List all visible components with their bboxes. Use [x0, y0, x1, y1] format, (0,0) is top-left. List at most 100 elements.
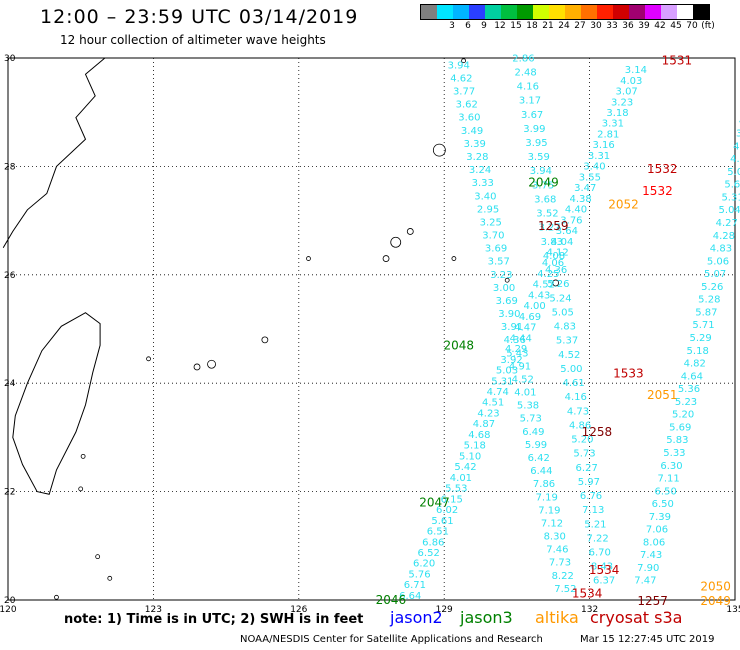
- swh-value: 5.37: [556, 336, 578, 347]
- swh-value: 4.44: [510, 333, 532, 344]
- island-outline: [193, 363, 201, 371]
- swh-value: 3.94: [530, 166, 552, 177]
- satellite-cryosat-s3a: cryosat s3a: [590, 608, 683, 627]
- note-text: note: 1) Time is in UTC; 2) SWH is in fe…: [64, 612, 364, 627]
- swh-value: 3.91: [501, 322, 523, 333]
- lon-tick-label: 120: [0, 605, 17, 615]
- legend-swatch: [437, 5, 453, 19]
- pass-time-label: 2049: [700, 594, 731, 608]
- lon-tick-label: 126: [290, 605, 307, 615]
- swh-value: 4.68: [468, 430, 490, 441]
- swh-value: 4.62: [450, 73, 472, 84]
- lat-tick-label: 20: [4, 596, 16, 606]
- swh-value: 4.01: [514, 388, 536, 399]
- swh-value: 3.00: [493, 283, 515, 294]
- legend-swatch: [661, 5, 677, 19]
- swh-value: 4.69: [519, 312, 541, 323]
- swh-value: 4.17: [730, 154, 740, 165]
- legend-swatch: [565, 5, 581, 19]
- island-outline: [95, 554, 101, 560]
- pass-time-label: 2052: [608, 197, 639, 211]
- swh-value: 4.47: [514, 323, 536, 334]
- legend-label: 15: [510, 21, 522, 31]
- legend-swatch: [453, 5, 469, 19]
- swh-value: 3.18: [606, 108, 628, 119]
- swh-value: 3.64: [556, 226, 578, 237]
- swh-value: 6.64: [399, 591, 421, 602]
- swh-value: 6.20: [413, 559, 435, 570]
- swh-value: 4.58: [733, 141, 740, 152]
- swh-value: 7.11: [657, 474, 679, 485]
- swh-value: 5.18: [464, 441, 486, 452]
- swh-value: 3.49: [461, 126, 483, 137]
- swh-value: 3.57: [488, 257, 510, 268]
- island-outline: [390, 236, 402, 248]
- swh-value: 5.53: [445, 484, 467, 495]
- swh-value: 5.20: [672, 410, 694, 421]
- legend-swatch: [533, 5, 549, 19]
- island-outline: [78, 486, 84, 492]
- pass-time-label: 1534: [589, 563, 620, 577]
- swh-value: 3.23: [490, 270, 512, 281]
- legend-swatch: [629, 5, 645, 19]
- island-outline: [406, 228, 414, 235]
- map-title: 12:00 – 23:59 UTC 03/14/2019: [40, 6, 359, 28]
- legend-swatch: [597, 5, 613, 19]
- swh-value: 3.16: [593, 140, 615, 151]
- swh-value: 5.00: [560, 364, 582, 375]
- island-outline: [54, 594, 59, 600]
- swh-value: 6.71: [404, 580, 426, 591]
- swh-value: 5.36: [678, 384, 700, 395]
- swh-value: 4.52: [512, 374, 534, 385]
- lat-tick-label: 30: [4, 54, 16, 64]
- swh-value: 3.60: [458, 113, 480, 124]
- pass-time-label: 1257: [637, 594, 668, 608]
- swh-value: 4.03: [620, 76, 642, 87]
- swh-value: 4.25: [537, 269, 559, 280]
- legend-swatch: [549, 5, 565, 19]
- swh-value: 4.82: [684, 359, 706, 370]
- lat-tick-label: 28: [4, 162, 16, 172]
- swh-value: 3.70: [482, 231, 504, 242]
- swh-value: 6.76: [580, 491, 602, 502]
- legend-label: 6: [465, 21, 471, 31]
- pass-time-label: 2049: [528, 176, 559, 190]
- island-outline: [207, 359, 216, 369]
- pass-time-label: 2051: [647, 388, 678, 402]
- swh-value: 3.69: [496, 296, 518, 307]
- swh-value: 6.15: [441, 494, 463, 505]
- swh-value: 7.73: [549, 558, 571, 569]
- swh-value: 3.92: [500, 355, 522, 366]
- legend-labels: 3 6 9 12 15 18 21 24 27 30 33 36 39 42 45 70 (ft): [420, 20, 715, 32]
- swh-value: 4.51: [482, 398, 504, 409]
- swh-value: 6.42: [528, 453, 550, 464]
- map-frame: [7, 57, 736, 601]
- swh-value: 5.18: [687, 346, 709, 357]
- legend-label: 3: [449, 21, 455, 31]
- swh-value: 3.95: [525, 138, 547, 149]
- swh-value: 3.90: [498, 309, 520, 320]
- swh-value: 4.29: [505, 344, 527, 355]
- swh-value: 5.09: [727, 167, 740, 178]
- swh-value: 5.38: [517, 401, 539, 412]
- swh-value: 5.97: [578, 477, 600, 488]
- swh-value: 6.49: [522, 427, 544, 438]
- footer-credit: NOAA/NESDIS Center for Satellite Applica…: [240, 634, 543, 645]
- pass-time-label: 1531: [662, 54, 693, 68]
- swh-value: 4.06: [542, 258, 564, 269]
- swh-value: 3.76: [560, 215, 582, 226]
- swh-value: 4.36: [545, 265, 567, 276]
- swh-value: 4.04: [739, 116, 740, 127]
- swh-value: 6.27: [576, 463, 598, 474]
- island-outline: [146, 356, 151, 362]
- swh-value: 5.26: [547, 279, 569, 290]
- legend-label: 45: [670, 21, 682, 31]
- swh-value: 7.13: [582, 505, 604, 516]
- swh-value: 3.75: [532, 180, 554, 191]
- swh-value: 3.27: [538, 223, 560, 234]
- swh-value: 5.28: [698, 295, 720, 306]
- island-outline: [504, 277, 510, 283]
- swh-value: 3.40: [583, 162, 605, 173]
- legend-swatch: [517, 5, 533, 19]
- pass-time-label: 1533: [613, 366, 644, 380]
